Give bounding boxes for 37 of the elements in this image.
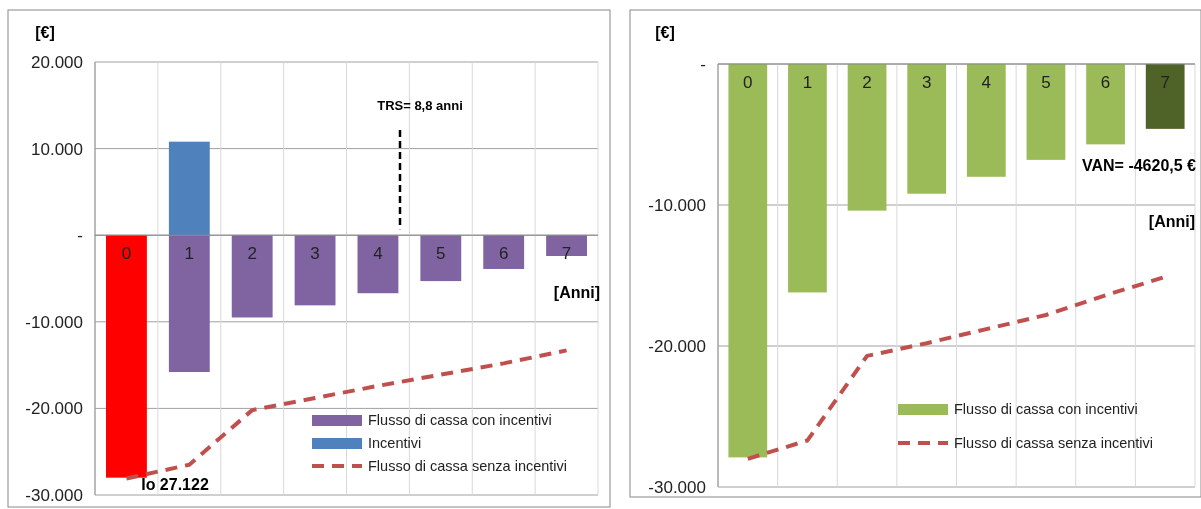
y-axis-title: [€]: [655, 24, 675, 41]
y-tick-label: -30.000: [648, 478, 706, 497]
y-tick-label: 20.000: [31, 53, 83, 72]
x-tick-label: 0: [743, 73, 753, 92]
x-tick-label: 1: [802, 73, 813, 92]
x-tick-label: 3: [921, 73, 932, 92]
x-tick-label: 3: [310, 244, 320, 264]
y-axis-title: [€]: [35, 24, 55, 41]
y-tick-label: -20.000: [25, 399, 83, 419]
x-tick-label: 4: [981, 73, 992, 92]
x-tick-label: 2: [862, 73, 872, 92]
x-axis-title: [Anni]: [1148, 213, 1195, 230]
y-tick-label: -20.000: [648, 337, 706, 356]
y-tick-label: -: [77, 226, 83, 246]
y-tick-label: 10.000: [31, 139, 83, 159]
y-tick-label: -10.000: [648, 196, 706, 215]
x-tick-label: 5: [436, 244, 446, 264]
y-tick-label: -10.000: [25, 312, 83, 332]
x-tick-label: 2: [247, 244, 257, 264]
x-axis-title: [Anni]: [553, 284, 600, 301]
x-tick-label: 6: [1100, 73, 1111, 92]
x-tick-label: 7: [1160, 73, 1170, 92]
x-tick-label: 0: [121, 244, 132, 264]
legend-label: Incentivi: [368, 435, 422, 451]
legend-label: Flusso di cassa senza incentivi: [954, 435, 1154, 451]
annotation: Io 27.122: [141, 476, 209, 493]
x-tick-label: 4: [373, 244, 383, 264]
x-tick-label: 6: [498, 244, 509, 264]
legend-label: Flusso di cassa senza incentivi: [368, 458, 568, 474]
legend-label: Flusso di cassa con incentivi: [368, 412, 552, 428]
annotation: TRS= 8,8 anni: [377, 98, 463, 113]
x-tick-label: 1: [184, 244, 195, 264]
y-tick-label: -30.000: [25, 486, 83, 505]
annotation: VAN= -4620,5 €: [1082, 157, 1197, 174]
legend-label: Flusso di cassa con incentivi: [954, 401, 1138, 417]
y-tick-label: -: [700, 55, 706, 74]
x-tick-label: 5: [1041, 73, 1051, 92]
